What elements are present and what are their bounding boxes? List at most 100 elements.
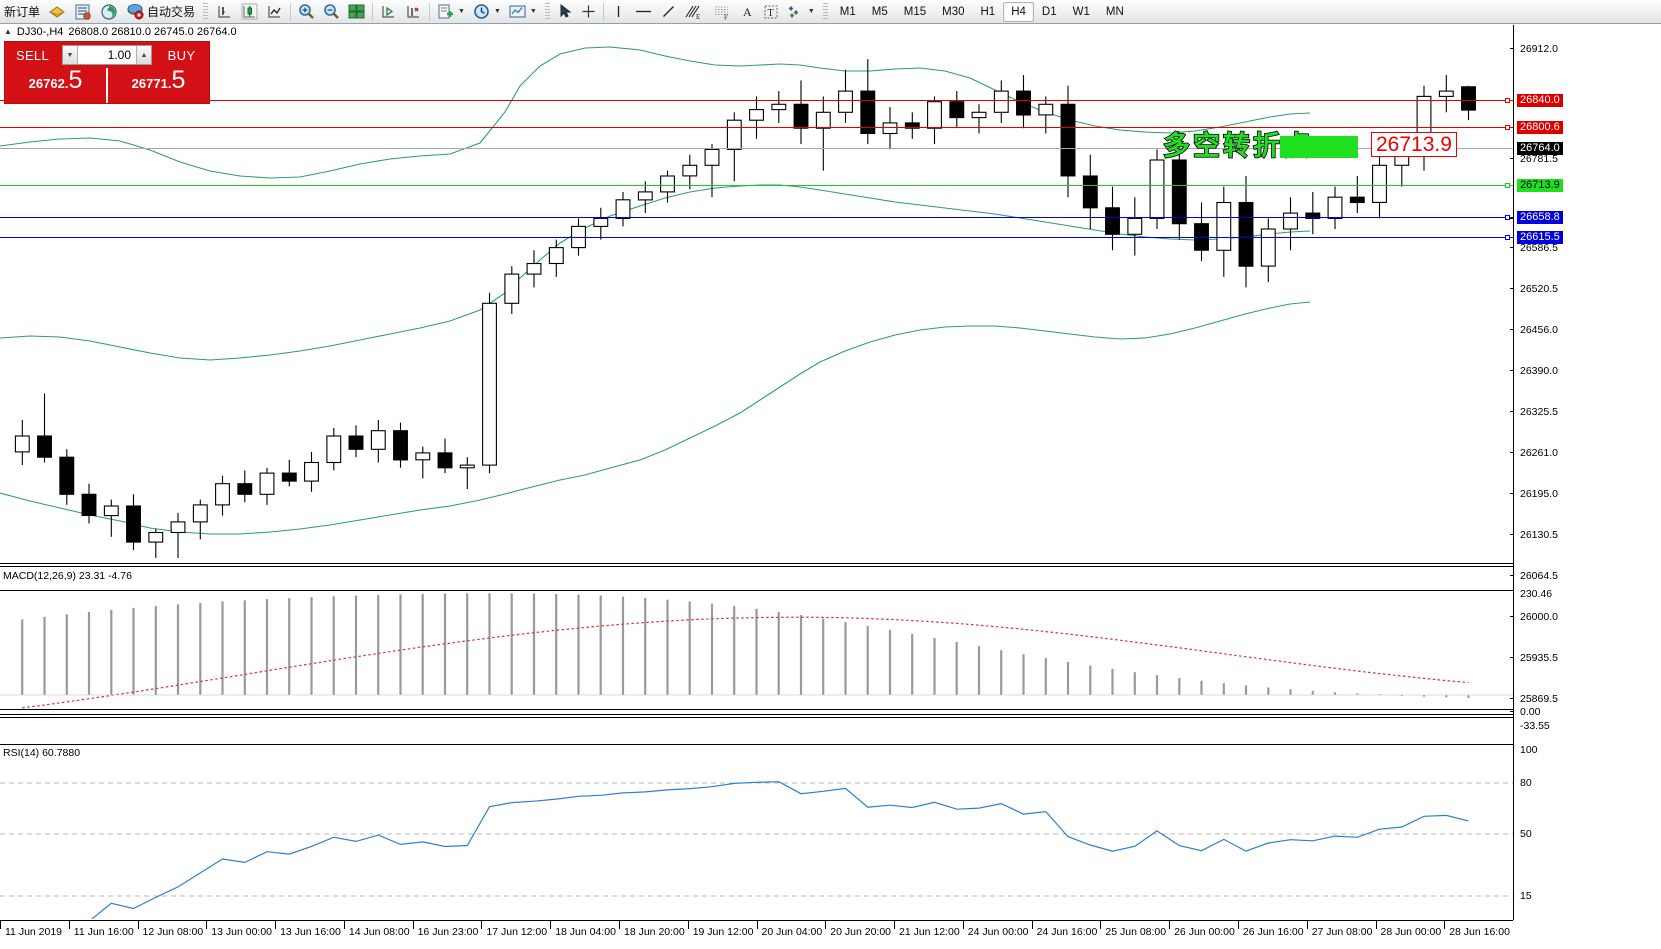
time-tick-separator: [687, 921, 689, 929]
time-scale[interactable]: 11 Jun 2019 11 Jun 16:00 12 Jun 08:00 13 Ju…: [0, 920, 1513, 949]
macd-pane[interactable]: MACD(12,26,9) 23.31 -4.76: [0, 570, 1513, 710]
trade-panel-price-row: 26762 . 5 26771 . 5: [5, 68, 209, 103]
price-scale[interactable]: 26912.0 26781.5 26631.0 26586.5 26520.5 …: [1510, 25, 1661, 920]
chart-expand-icon[interactable]: ▲: [4, 27, 12, 36]
toolbar-grip[interactable]: [544, 2, 550, 21]
svg-text:F: F: [724, 13, 728, 20]
price-tick: 26586.5: [1510, 242, 1558, 254]
chevron-down-icon[interactable]: ▼: [493, 8, 501, 15]
vertical-line-icon[interactable]: [607, 1, 630, 23]
zoom-out-icon[interactable]: [319, 1, 344, 23]
time-tick-label: 11 Jun 16:00: [73, 926, 134, 938]
timeframe-w1[interactable]: W1: [1072, 5, 1090, 18]
zoom-in-icon[interactable]: [294, 1, 319, 23]
support-line-26713[interactable]: [0, 185, 1513, 186]
price-tick: 26000.0: [1510, 611, 1558, 623]
buy-button-label[interactable]: BUY: [167, 47, 196, 63]
time-tick-label: 28 Jun 00:00: [1380, 926, 1442, 938]
toolbar-grip[interactable]: [822, 2, 828, 21]
chevron-down-icon[interactable]: ▼: [458, 8, 465, 15]
price-label-resistance-2[interactable]: 26800.6: [1517, 121, 1563, 134]
time-tick-label: 21 Jun 12:00: [899, 926, 960, 938]
macd-histogram: [21, 593, 1470, 698]
one-click-trading-panel[interactable]: SELL ▼ 1.00 ▲ BUY 26762 . 5 26771 . 5: [4, 41, 210, 104]
macd-svg: [0, 593, 1513, 709]
svg-text:E: E: [696, 13, 700, 20]
chevron-down-icon[interactable]: ▼: [529, 8, 537, 15]
timeframe-h1[interactable]: H1: [980, 5, 996, 18]
text-label-icon[interactable]: A: [736, 1, 759, 23]
resistance-line-26800[interactable]: [0, 127, 1513, 128]
price-label-resistance-1[interactable]: 26840.0: [1517, 94, 1563, 107]
price-label-support-2[interactable]: 26615.5: [1517, 231, 1563, 244]
price-label-last[interactable]: 26764.0: [1517, 142, 1563, 155]
svg-text:A: A: [743, 5, 752, 19]
time-tick-label: 18 Jun 04:00: [555, 926, 616, 938]
timeframe-d1[interactable]: D1: [1041, 5, 1057, 18]
buy-price[interactable]: 26771 . 5: [108, 68, 209, 103]
tile-windows-icon[interactable]: [344, 1, 369, 23]
macd-tick-min: -33.55: [1520, 720, 1550, 732]
timeframe-m30[interactable]: M30: [942, 5, 965, 18]
bar-chart-icon[interactable]: [212, 1, 237, 23]
volume-value[interactable]: 1.00: [107, 48, 131, 62]
new-order-button[interactable]: 新订单: [0, 1, 44, 23]
time-tick-separator: [206, 921, 208, 929]
time-tick-separator: [825, 921, 827, 929]
auto-scroll-icon[interactable]: [401, 1, 426, 23]
volume-stepper[interactable]: ▼ 1.00 ▲: [62, 45, 152, 65]
shapes-icon[interactable]: ▼: [783, 1, 819, 23]
line-handle[interactable]: [1505, 182, 1510, 188]
time-tick-label: 14 Jun 08:00: [348, 926, 410, 938]
timeframe-mn[interactable]: MN: [1105, 5, 1124, 18]
rsi-label: RSI(14) 60.7880: [3, 747, 81, 759]
price-label-support-1[interactable]: 26658.8: [1517, 211, 1563, 224]
time-tick-separator: [1444, 921, 1446, 929]
expert-advisor-icon[interactable]: [44, 1, 70, 23]
shift-end-icon[interactable]: [376, 1, 401, 23]
candlestick-chart-icon[interactable]: [237, 1, 262, 23]
time-tick-separator: [68, 921, 70, 929]
price-tick: 25935.5: [1510, 652, 1558, 664]
text-box-icon[interactable]: T: [759, 1, 783, 23]
price-chart-pane[interactable]: [0, 38, 1513, 558]
toolbar-grip[interactable]: [203, 2, 209, 21]
chevron-down-icon[interactable]: ▼: [807, 8, 815, 15]
line-handle[interactable]: [1505, 234, 1510, 240]
volume-decrement-icon[interactable]: ▼: [63, 46, 78, 64]
data-window-icon[interactable]: [70, 1, 96, 23]
horizontal-line-icon[interactable]: [630, 1, 657, 23]
add-indicator-button[interactable]: ▼: [433, 1, 469, 23]
templates-button[interactable]: ▼: [505, 1, 541, 23]
crosshair-icon[interactable]: [577, 1, 600, 23]
line-handle[interactable]: [1505, 97, 1510, 103]
trendline-icon[interactable]: [657, 1, 680, 23]
time-tick-separator: [1306, 921, 1308, 929]
price-label-support-green[interactable]: 26713.9: [1517, 179, 1563, 192]
sell-price[interactable]: 26762 . 5: [5, 68, 106, 103]
sell-button-label[interactable]: SELL: [15, 47, 49, 63]
support-line-26658[interactable]: [0, 217, 1513, 218]
fibonacci-icon[interactable]: F: [708, 1, 736, 23]
timeframe-m5[interactable]: M5: [871, 5, 888, 18]
price-chart-svg: [0, 46, 1476, 558]
timeframe-h4[interactable]: H4: [1003, 1, 1034, 22]
equidistant-channel-icon[interactable]: E: [680, 1, 708, 23]
annotation-price-tag[interactable]: 26713.9: [1371, 132, 1457, 157]
time-tick-separator: [343, 921, 345, 929]
navigator-icon[interactable]: [96, 1, 122, 23]
time-tick-label: 19 Jun 12:00: [692, 926, 754, 938]
timeframe-m1[interactable]: M1: [839, 5, 856, 18]
cursor-arrow-icon[interactable]: [554, 1, 577, 23]
rsi-pane[interactable]: RSI(14) 60.7880: [0, 744, 1513, 919]
line-chart-icon[interactable]: [262, 1, 287, 23]
autotrading-button[interactable]: 自动交易: [122, 1, 199, 23]
line-handle[interactable]: [1505, 214, 1510, 220]
timeframe-m15[interactable]: M15: [903, 5, 927, 18]
annotation-green-box[interactable]: [1280, 136, 1358, 158]
resistance-line-26840[interactable]: [0, 100, 1513, 101]
period-clock-button[interactable]: ▼: [469, 1, 505, 23]
line-handle[interactable]: [1505, 124, 1510, 130]
volume-increment-icon[interactable]: ▲: [136, 46, 151, 64]
support-line-26615[interactable]: [0, 237, 1513, 238]
